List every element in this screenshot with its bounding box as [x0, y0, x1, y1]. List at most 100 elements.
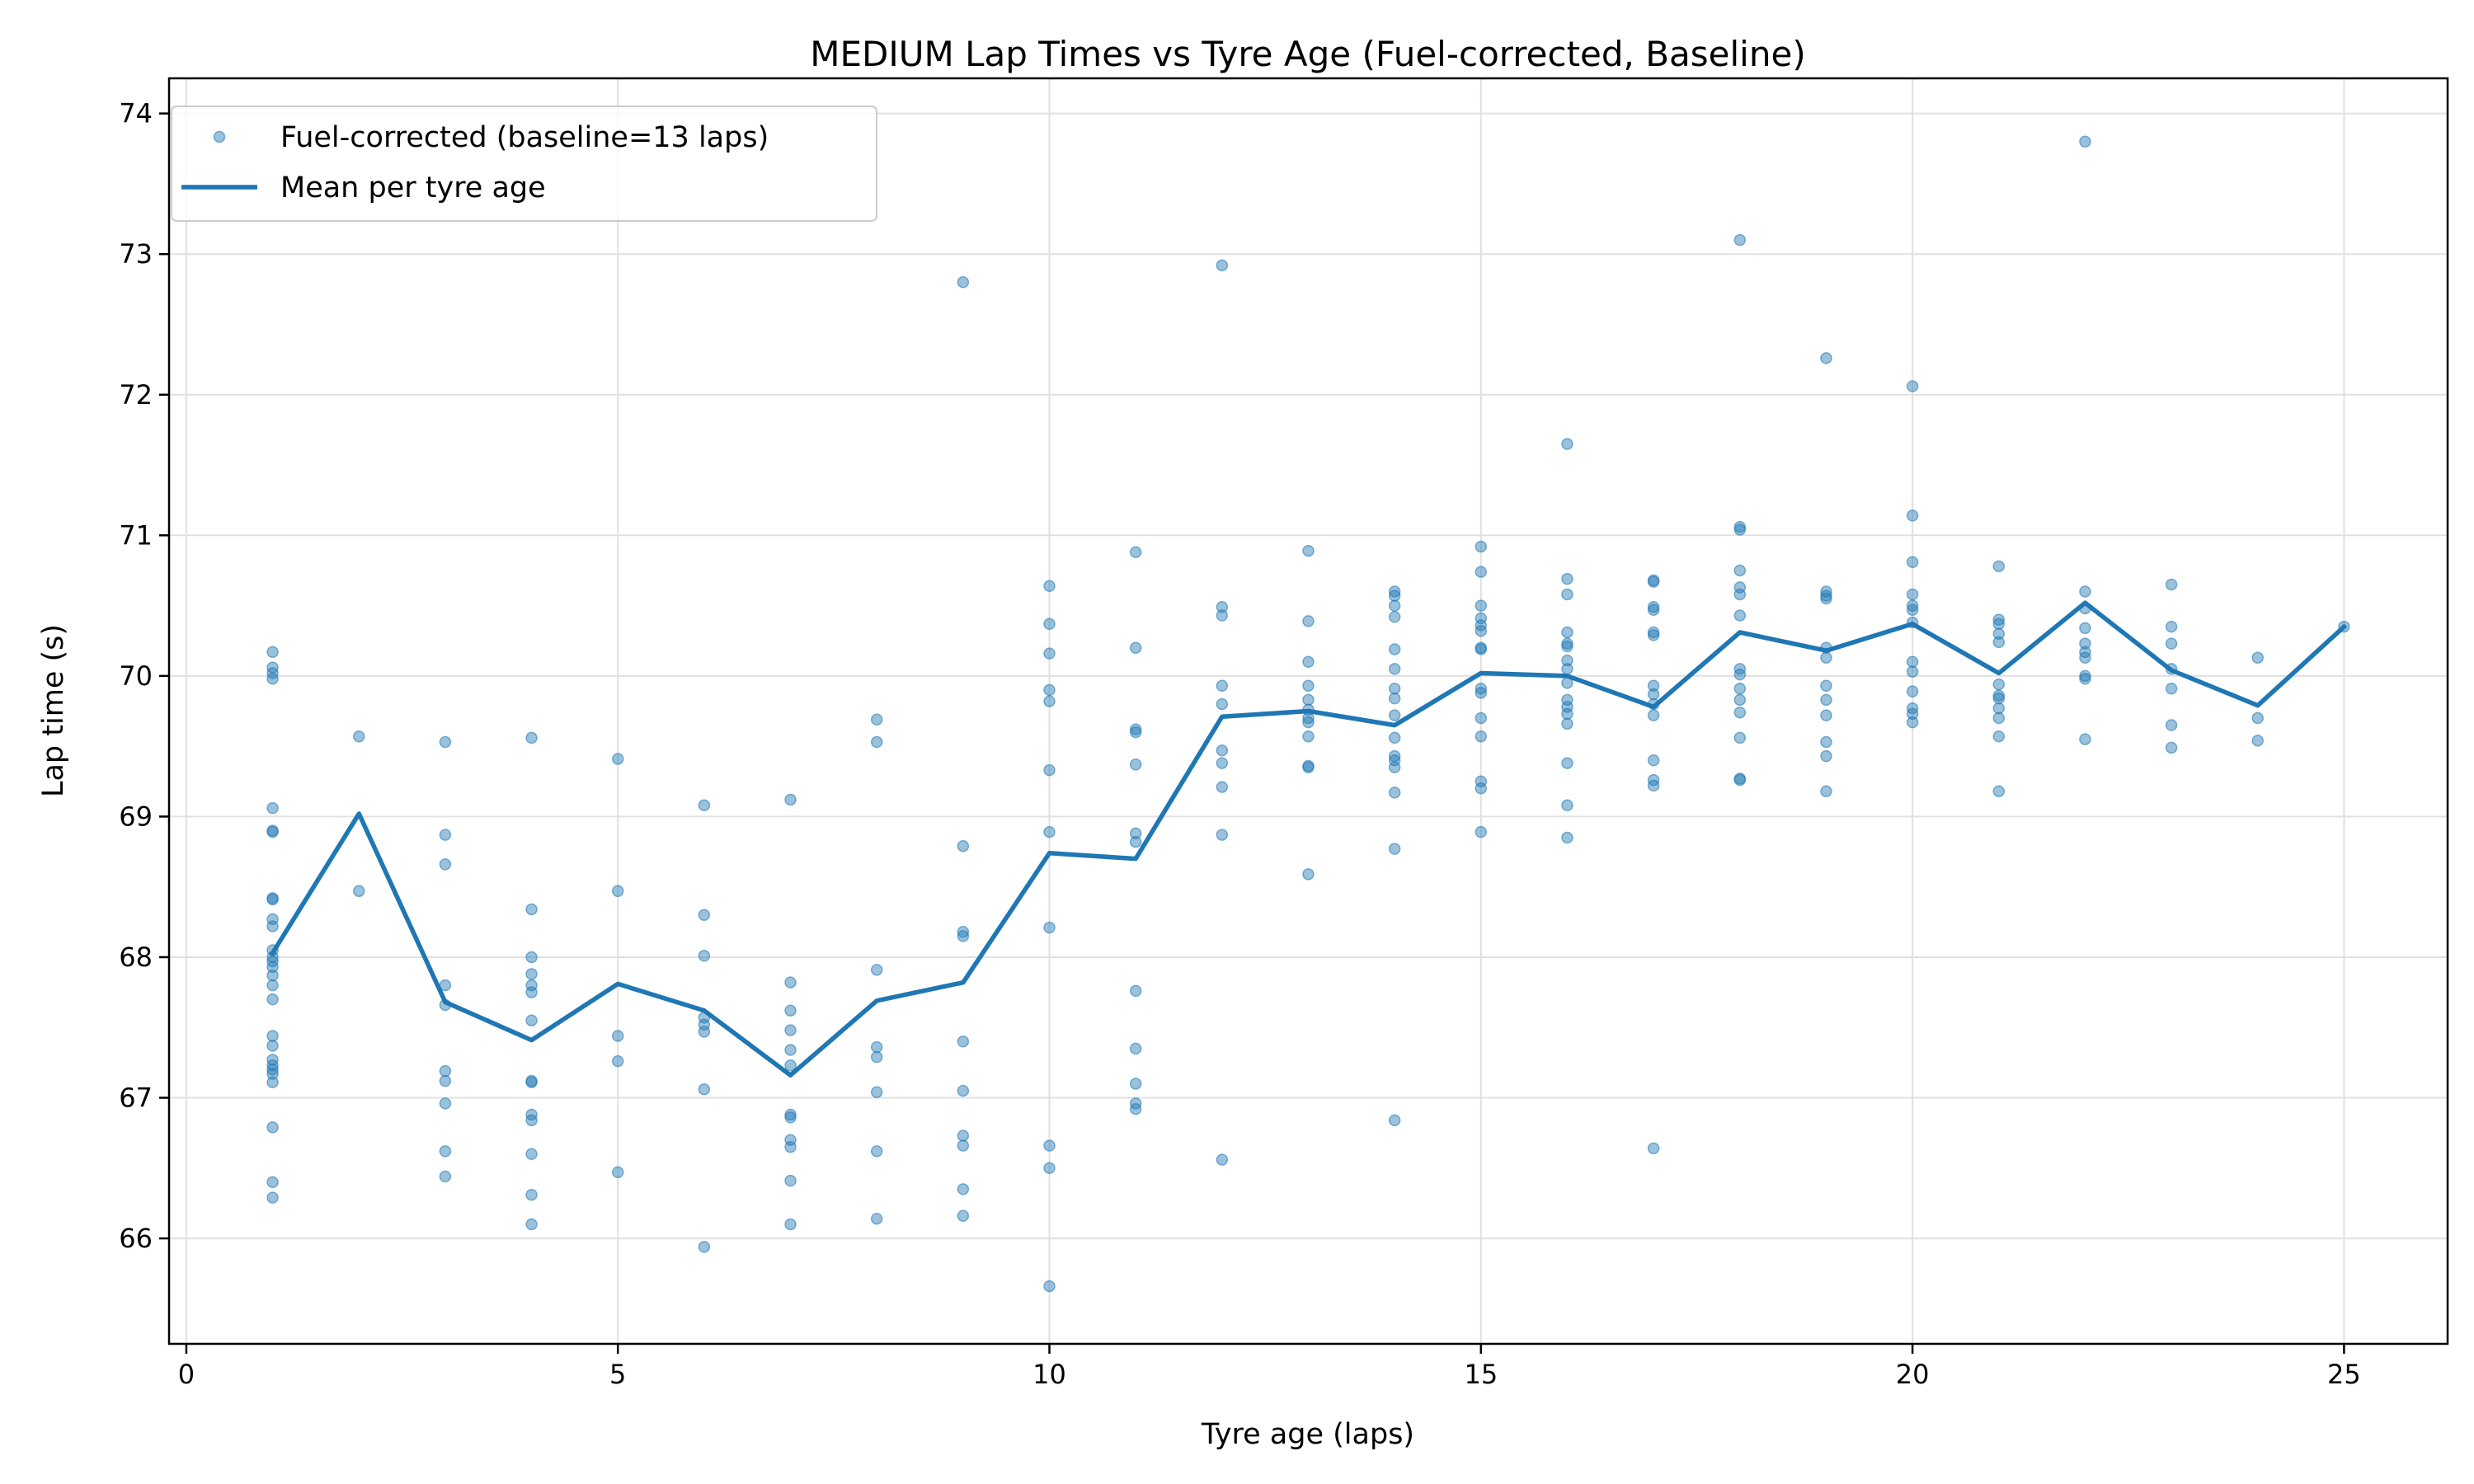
scatter-point — [525, 1148, 538, 1160]
scatter-point — [1561, 637, 1573, 650]
x-axis: 0 5 10 15 20 25 — [178, 1344, 2361, 1390]
scatter-point — [1906, 510, 1919, 522]
scatter-point — [1388, 761, 1401, 773]
scatter-point — [1475, 730, 1488, 743]
scatter-point — [1388, 643, 1401, 655]
x-axis-title: Tyre age (laps) — [1201, 1418, 1414, 1451]
scatter-point — [525, 1218, 538, 1231]
scatter-point — [957, 276, 970, 289]
scatter-point — [1302, 730, 1315, 743]
scatter-point — [1216, 829, 1229, 841]
legend: Fuel-corrected (baseline=13 laps) Mean p… — [171, 106, 877, 222]
scatter-point — [1647, 709, 1660, 721]
scatter-point — [1733, 564, 1747, 577]
scatter-point — [1733, 609, 1747, 622]
scatter-point — [1647, 601, 1660, 613]
scatter-point — [1129, 984, 1142, 998]
chart-title: MEDIUM Lap Times vs Tyre Age (Fuel-corre… — [810, 34, 1805, 74]
scatter-point — [1561, 663, 1573, 675]
scatter-point — [698, 1241, 711, 1253]
scatter-point — [1647, 688, 1660, 701]
scatter-point — [870, 713, 883, 726]
scatter-point — [1302, 679, 1315, 693]
scatter-point — [439, 1064, 452, 1078]
scatter-point — [1733, 706, 1747, 719]
scatter-point — [266, 1191, 279, 1204]
scatter-point — [1647, 626, 1660, 639]
scatter-point — [1820, 735, 1832, 749]
scatter-point — [1043, 825, 1056, 838]
scatter-point — [784, 1004, 797, 1017]
scatter-point — [1906, 665, 1919, 678]
scatter-point — [266, 673, 279, 685]
scatter-point — [1216, 609, 1229, 622]
scatter-point — [1043, 1280, 1056, 1293]
plot-frame — [167, 77, 2449, 1345]
scatter-point — [1216, 697, 1229, 711]
scatter-point — [1302, 655, 1315, 669]
scatter-point — [1733, 524, 1747, 536]
scatter-point — [1216, 781, 1229, 793]
scatter-point — [1216, 1153, 1229, 1166]
scatter-point — [1475, 682, 1488, 695]
scatter-point — [784, 1218, 797, 1231]
scatter-point — [1906, 707, 1919, 721]
scatter-point — [1992, 560, 2006, 573]
scatter-point — [525, 968, 538, 980]
scatter-point — [1561, 438, 1573, 450]
scatter-point — [2251, 651, 2264, 664]
scatter-point — [1388, 709, 1401, 721]
scatter-point — [870, 1212, 883, 1225]
scatter-point — [525, 1076, 538, 1089]
scatter-point — [1216, 744, 1229, 757]
scatter-point — [1733, 588, 1747, 601]
scatter-point — [2165, 741, 2178, 754]
scatter-point — [1388, 610, 1401, 623]
scatter-point — [525, 1114, 538, 1127]
scatter-point — [1992, 613, 2006, 626]
y-tick-label: 73 — [119, 238, 153, 270]
scatter-point — [1820, 749, 1832, 763]
scatter-point — [1647, 779, 1660, 792]
scatter-point — [784, 793, 797, 806]
scatter-point — [1561, 757, 1573, 769]
scatter-point — [1733, 668, 1747, 681]
scatter-point — [1906, 685, 1919, 697]
scatter-point — [1647, 603, 1660, 616]
y-tick-label: 70 — [119, 660, 153, 692]
scatter-point — [266, 1040, 279, 1052]
y-tick-label: 72 — [119, 379, 153, 411]
scatter-point — [1820, 589, 1832, 602]
scatter-point — [1129, 546, 1142, 559]
scatter-point — [266, 1176, 279, 1189]
scatter-point — [784, 1140, 797, 1153]
scatter-point — [1733, 233, 1747, 247]
scatter-point — [1043, 921, 1056, 934]
y-tick-label: 69 — [119, 801, 153, 832]
scatter-point — [1129, 758, 1142, 771]
scatter-point — [1561, 640, 1573, 653]
scatter-point — [1647, 1142, 1660, 1155]
y-tick-label: 66 — [119, 1223, 153, 1254]
scatter-point — [1992, 618, 2006, 631]
scatter-point — [1561, 626, 1573, 639]
scatter-point — [611, 1166, 624, 1179]
scatter-point — [698, 950, 711, 962]
scatter-point — [1906, 380, 1919, 392]
scatter-point — [2165, 620, 2178, 633]
scatter-point — [2165, 719, 2178, 731]
scatter-point — [2079, 733, 2091, 745]
scatter-point — [2079, 673, 2091, 685]
scatter-point — [1129, 835, 1142, 848]
scatter-point — [1992, 785, 2006, 797]
scatter-point — [2079, 637, 2091, 650]
scatter-point — [1561, 717, 1573, 730]
scatter-point — [784, 1111, 797, 1124]
scatter-point — [1561, 572, 1573, 585]
scatter-point — [2251, 735, 2264, 747]
scatter-point — [611, 1054, 624, 1068]
scatter-point — [525, 1188, 538, 1201]
scatter-point — [266, 825, 279, 838]
scatter-point — [784, 1108, 797, 1121]
scatter-point — [266, 1076, 279, 1089]
